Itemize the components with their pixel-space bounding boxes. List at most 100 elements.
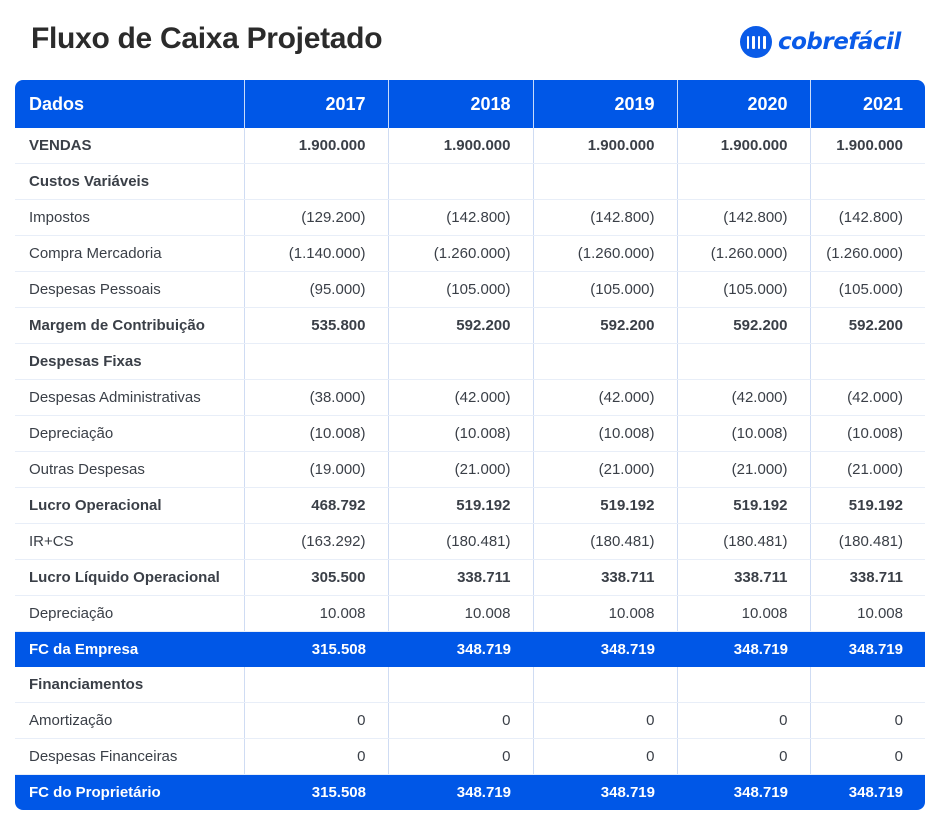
logo-text: cobrefácil bbox=[778, 29, 901, 55]
cell-value bbox=[810, 163, 925, 200]
cell-value: 0 bbox=[244, 702, 389, 739]
table-row: Depreciação 10.008 10.008 10.008 10.008 10.00… bbox=[15, 595, 925, 632]
cell-value: (42.000) bbox=[677, 379, 811, 416]
cell-value: 10.008 bbox=[810, 595, 925, 632]
cell-value: (142.800) bbox=[388, 199, 534, 236]
cell-value bbox=[533, 667, 678, 703]
cell-value bbox=[677, 667, 811, 703]
cell-value: (21.000) bbox=[810, 451, 925, 488]
cell-value: 519.192 bbox=[388, 487, 534, 524]
cell-value: 519.192 bbox=[677, 487, 811, 524]
cell-value: 338.711 bbox=[810, 559, 925, 596]
cell-value: (1.260.000) bbox=[810, 235, 925, 272]
cell-value: 0 bbox=[677, 702, 811, 739]
column-header-dados: Dados bbox=[15, 80, 245, 128]
row-label: Despesas Administrativas bbox=[15, 379, 245, 416]
cell-value: 535.800 bbox=[244, 307, 389, 344]
column-header-year: 2021 bbox=[810, 80, 925, 128]
page-title: Fluxo de Caixa Projetado bbox=[31, 22, 383, 55]
cell-value bbox=[810, 667, 925, 703]
cell-value: (180.481) bbox=[810, 523, 925, 560]
table-row: Despesas Administrativas (38.000) (42.000)… bbox=[15, 379, 925, 416]
cell-value: 348.719 bbox=[388, 774, 533, 810]
cell-value: (105.000) bbox=[388, 271, 534, 308]
table-row: Outras Despesas (19.000) (21.000) (21.000)(… bbox=[15, 451, 925, 488]
row-label: Despesas Fixas bbox=[15, 343, 245, 380]
cell-value: 592.200 bbox=[388, 307, 534, 344]
cell-value: 348.719 bbox=[810, 631, 925, 667]
table-row: FC da Empresa 315.508 348.719 348.719 348.71… bbox=[15, 631, 925, 667]
table-row: Impostos (129.200) (142.800) (142.800) (142.… bbox=[15, 199, 925, 236]
cell-value: (10.008) bbox=[810, 415, 925, 452]
cell-value: (105.000) bbox=[810, 271, 925, 308]
cell-value: 348.719 bbox=[533, 774, 677, 810]
cell-value: 592.200 bbox=[533, 307, 678, 344]
cell-value: (180.481) bbox=[388, 523, 534, 560]
table-row: Despesas Fixas bbox=[15, 343, 925, 380]
table-row: Margem de Contribuição 535.800 592.200 592.… bbox=[15, 307, 925, 344]
cell-value bbox=[677, 343, 811, 380]
table-row: Amortização 0 0 0 0 0 bbox=[15, 702, 925, 739]
logo-icon bbox=[740, 26, 772, 58]
table-row: Lucro Líquido Operacional 305.500 338.711 3… bbox=[15, 559, 925, 596]
cell-value bbox=[388, 163, 534, 200]
cell-value: 592.200 bbox=[810, 307, 925, 344]
row-label: FC da Empresa bbox=[15, 631, 244, 667]
cell-value bbox=[810, 343, 925, 380]
cell-value: (21.000) bbox=[677, 451, 811, 488]
cell-value bbox=[388, 667, 534, 703]
table-row: Despesas Pessoais (95.000) (105.000) (105.0… bbox=[15, 271, 925, 308]
row-label: Despesas Financeiras bbox=[15, 738, 245, 775]
row-label: Lucro Operacional bbox=[15, 487, 245, 524]
cell-value: 348.719 bbox=[388, 631, 533, 667]
row-label: Custos Variáveis bbox=[15, 163, 245, 200]
cell-value bbox=[244, 343, 389, 380]
cell-value: (142.800) bbox=[810, 199, 925, 236]
cell-value: (105.000) bbox=[677, 271, 811, 308]
column-header-year: 2017 bbox=[244, 80, 389, 128]
row-label: Depreciação bbox=[15, 415, 245, 452]
cell-value: 0 bbox=[677, 738, 811, 775]
cell-value: 0 bbox=[388, 702, 534, 739]
table-row: Custos Variáveis bbox=[15, 163, 925, 200]
cell-value: 0 bbox=[810, 702, 925, 739]
cell-value bbox=[244, 163, 389, 200]
cell-value: 1.900.000 bbox=[810, 128, 925, 164]
cell-value: 1.900.000 bbox=[677, 128, 811, 164]
cell-value: 348.719 bbox=[810, 774, 925, 810]
row-label: Despesas Pessoais bbox=[15, 271, 245, 308]
cobrefacil-logo: cobrefácil bbox=[740, 26, 901, 58]
cell-value: 315.508 bbox=[244, 774, 388, 810]
row-label: Impostos bbox=[15, 199, 245, 236]
row-label: Lucro Líquido Operacional bbox=[15, 559, 245, 596]
cell-value: 338.711 bbox=[677, 559, 811, 596]
cell-value: 10.008 bbox=[533, 595, 678, 632]
table-row: Compra Mercadoria (1.140.000) (1.260.000)(… bbox=[15, 235, 925, 272]
column-header-year: 2019 bbox=[533, 80, 678, 128]
column-header-year: 2020 bbox=[677, 80, 811, 128]
cell-value: (10.008) bbox=[677, 415, 811, 452]
cell-value bbox=[533, 343, 678, 380]
cell-value: (38.000) bbox=[244, 379, 389, 416]
row-label: Margem de Contribuição bbox=[15, 307, 245, 344]
cell-value: (42.000) bbox=[388, 379, 534, 416]
cell-value: (10.008) bbox=[533, 415, 678, 452]
cell-value: (10.008) bbox=[244, 415, 389, 452]
cell-value: 315.508 bbox=[244, 631, 388, 667]
cell-value: 10.008 bbox=[388, 595, 534, 632]
cell-value: 338.711 bbox=[388, 559, 534, 596]
cell-value: 10.008 bbox=[244, 595, 389, 632]
cell-value: (163.292) bbox=[244, 523, 389, 560]
cell-value: 0 bbox=[244, 738, 389, 775]
cell-value: 1.900.000 bbox=[388, 128, 534, 164]
cell-value: (180.481) bbox=[677, 523, 811, 560]
row-label: IR+CS bbox=[15, 523, 245, 560]
cell-value: (1.260.000) bbox=[388, 235, 534, 272]
cell-value: 1.900.000 bbox=[244, 128, 389, 164]
column-header-year: 2018 bbox=[388, 80, 534, 128]
cell-value: 468.792 bbox=[244, 487, 389, 524]
cell-value: (42.000) bbox=[810, 379, 925, 416]
cell-value: 0 bbox=[533, 702, 678, 739]
cell-value: 348.719 bbox=[533, 631, 677, 667]
cell-value: 305.500 bbox=[244, 559, 389, 596]
